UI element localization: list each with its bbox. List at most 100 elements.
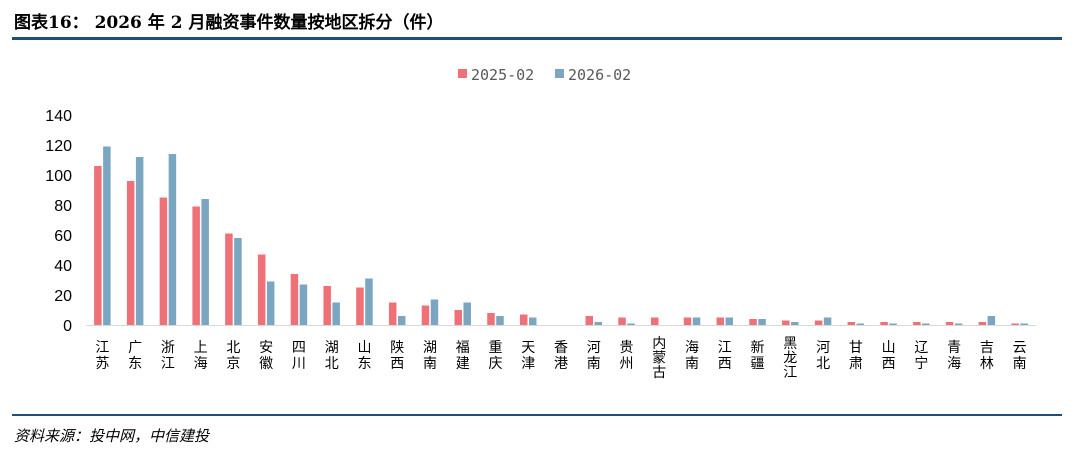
legend-swatch-1 [458, 69, 467, 78]
bar-2026-02-湖北 [332, 302, 340, 325]
bar-2025-02-江西 [716, 317, 725, 325]
x-tick-label: 湖北 [325, 340, 339, 372]
bar-2025-02-湖北 [323, 286, 331, 325]
bar-2025-02-甘肃 [847, 322, 856, 325]
legend-label-1: 2025-02 [471, 66, 534, 84]
bar-2026-02-重庆 [496, 316, 504, 325]
x-tick-label: 吉林 [980, 340, 994, 372]
source-note: 资料来源：投中网，中信建投 [14, 427, 210, 445]
x-tick-label: 上海 [194, 340, 208, 372]
bar-2025-02-广东 [126, 181, 135, 325]
x-tick-label: 贵州 [620, 340, 634, 372]
y-tick-label: 60 [54, 228, 72, 245]
bar-2026-02-吉林 [987, 316, 996, 325]
bar-2025-02-江苏 [94, 166, 102, 325]
x-tick-label: 福建 [456, 340, 470, 372]
y-axis: 0 20 40 60 80 100 120 140 [45, 108, 72, 335]
x-tick-label: 云南 [1013, 340, 1027, 372]
bar-2025-02-河北 [814, 320, 823, 325]
x-tick-label: 浙江 [161, 340, 175, 372]
bar-2026-02-天津 [528, 317, 537, 325]
bar-2026-02-广东 [135, 157, 144, 325]
top-divider [12, 37, 1062, 40]
bar-2025-02-湖南 [421, 305, 430, 325]
x-tick-label: 河南 [587, 340, 601, 372]
bar-2026-02-甘肃 [856, 323, 865, 325]
y-tick-label: 100 [45, 168, 72, 185]
x-tick-label: 天津 [521, 340, 535, 372]
bar-2026-02-北京 [234, 238, 242, 325]
bar-2026-02-陕西 [397, 316, 406, 325]
y-tick-label: 140 [45, 108, 72, 125]
bar-2025-02-重庆 [487, 313, 495, 325]
figure-title: 图表16： 2026 年 2 月融资事件数量按地区拆分（件） [14, 13, 444, 33]
x-tick-label: 湖南 [423, 340, 437, 372]
chart-legend: 2025-02 2026-02 [458, 66, 631, 84]
y-tick-label: 20 [54, 288, 72, 305]
x-tick-label: 香港 [554, 340, 568, 372]
bar-2026-02-青海 [954, 323, 963, 325]
y-tick-label: 0 [63, 318, 72, 335]
bar-2025-02-北京 [225, 233, 233, 325]
x-tick-label: 安徽 [259, 340, 273, 372]
bar-2026-02-贵州 [627, 323, 635, 325]
bar-2026-02-浙江 [168, 154, 177, 325]
bar-2025-02-天津 [519, 314, 528, 325]
legend-label-2: 2026-02 [568, 66, 631, 84]
bar-chart: 2025-02 2026-02 0 20 40 60 80 100 120 140 江苏广东浙江… [45, 66, 1036, 381]
bar-2026-02-江苏 [103, 146, 111, 325]
bar-2026-02-新疆 [758, 319, 766, 325]
bar-2026-02-福建 [463, 302, 471, 325]
bar-2025-02-河南 [585, 316, 594, 325]
bars-group [94, 146, 1028, 325]
x-tick-label: 重庆 [488, 340, 502, 372]
x-tick-label: 广东 [128, 340, 142, 372]
bar-2025-02-青海 [945, 322, 954, 325]
bar-2026-02-海南 [692, 317, 701, 325]
bar-2025-02-山东 [356, 287, 364, 325]
bar-2025-02-海南 [683, 317, 692, 325]
bar-2025-02-上海 [192, 206, 200, 325]
bar-2025-02-吉林 [978, 322, 987, 325]
bar-2025-02-辽宁 [913, 322, 921, 325]
bar-2025-02-山西 [880, 322, 888, 325]
x-tick-label: 山东 [357, 340, 371, 372]
y-tick-label: 120 [45, 138, 72, 155]
bar-2025-02-贵州 [618, 317, 626, 325]
x-tick-label: 新疆 [751, 340, 765, 372]
bar-2026-02-云南 [1020, 323, 1028, 325]
legend-swatch-2 [555, 69, 564, 78]
y-tick-label: 80 [54, 198, 72, 215]
bar-2026-02-山西 [889, 323, 897, 325]
x-tick-label: 山西 [882, 340, 896, 372]
bar-2026-02-辽宁 [922, 323, 930, 325]
x-tick-label: 海南 [685, 340, 699, 372]
x-tick-label: 陕西 [390, 340, 404, 372]
bar-2026-02-湖南 [430, 299, 439, 325]
x-tick-label: 江苏 [95, 340, 109, 372]
x-tick-label: 四川 [292, 340, 306, 372]
bar-2025-02-内蒙古 [651, 317, 659, 325]
bar-2026-02-四川 [299, 284, 308, 325]
bar-2025-02-四川 [290, 274, 299, 325]
bar-2026-02-山东 [365, 278, 373, 325]
x-tick-label: 江西 [718, 340, 732, 372]
x-tick-label: 甘肃 [849, 340, 863, 372]
bar-2025-02-陕西 [388, 302, 397, 325]
bar-2026-02-安徽 [266, 281, 275, 325]
bottom-divider [12, 414, 1062, 416]
x-tick-label: 青海 [947, 340, 961, 372]
x-tick-label: 辽宁 [914, 340, 928, 372]
bar-2026-02-河南 [594, 322, 603, 325]
bar-2026-02-黑龙江 [791, 322, 799, 325]
x-tick-label: 内蒙古 [652, 336, 666, 381]
bar-2026-02-河北 [823, 317, 832, 325]
bar-2025-02-安徽 [257, 254, 266, 325]
bar-2025-02-福建 [454, 310, 462, 325]
bar-2025-02-浙江 [159, 197, 168, 325]
y-tick-label: 40 [54, 258, 72, 275]
bar-2025-02-新疆 [749, 319, 757, 325]
bar-2026-02-上海 [201, 199, 209, 325]
x-tick-label: 河北 [816, 340, 830, 372]
